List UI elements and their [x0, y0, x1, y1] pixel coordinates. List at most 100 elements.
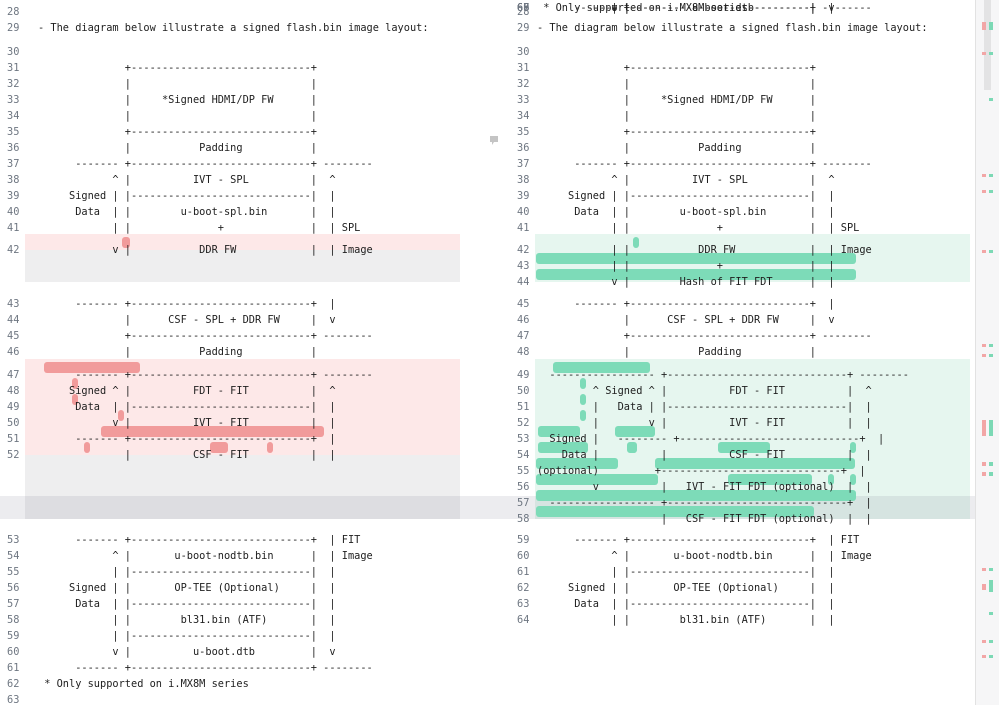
code-line[interactable]: 65 | |-----------------------------| |	[510, 0, 975, 16]
code-line[interactable]: 35 +-----------------------------+	[510, 124, 975, 140]
code-line[interactable]: 43 ------- +----------------------------…	[0, 296, 490, 312]
code-line[interactable]: 33 | *Signed HDMI/DP FW |	[510, 92, 975, 108]
code-line[interactable]: 36 | Padding |	[0, 140, 490, 156]
code-line[interactable]: 47 ------- +----------------------------…	[0, 367, 490, 383]
code-line[interactable]: 56 v | IVT - FIT FDT (optional) | |	[510, 479, 975, 495]
code-text: | Padding |	[537, 346, 816, 358]
code-line[interactable]: 40 Data | | u-boot-spl.bin | |	[510, 204, 975, 220]
code-line[interactable]: 50 v | IVT - FIT | |	[0, 415, 490, 431]
code-line[interactable]: 61 | |-----------------------------| |	[510, 564, 975, 580]
code-text: | | + | | SPL	[537, 222, 860, 234]
code-line[interactable]: 52 | CSF - FIT | |	[0, 447, 490, 463]
overview-ruler[interactable]	[975, 0, 999, 705]
code-line[interactable]: 52 | v | IVT - FIT | |	[510, 415, 975, 431]
code-line[interactable]: 33 | *Signed HDMI/DP FW |	[0, 92, 490, 108]
code-line[interactable]: 37 ------- +----------------------------…	[0, 156, 490, 172]
code-line[interactable]: 54 Data | | CSF - FIT | |	[510, 447, 975, 463]
overview-viewport-slider[interactable]	[984, 0, 991, 90]
original-file-pane[interactable]: 28 29 - The diagram below illustrate a sig…	[0, 0, 490, 705]
code-line[interactable]: 44 | CSF - SPL + DDR FW | v	[0, 312, 490, 328]
code-line[interactable]: 29 - The diagram below illustrate a signe…	[510, 20, 975, 36]
code-line[interactable]: 48 Signed ^ | FDT - FIT | ^	[0, 383, 490, 399]
code-line[interactable]: 34 | |	[510, 108, 975, 124]
code-line[interactable]: 69	[510, 0, 975, 16]
code-text: +-----------------------------+ --------	[38, 330, 373, 342]
line-number: 36	[517, 142, 530, 154]
code-line[interactable]: 46 | Padding |	[0, 344, 490, 360]
code-line[interactable]: 46 | CSF - SPL + DDR FW | v	[510, 312, 975, 328]
code-line[interactable]: 49 ----------------- +------------------…	[510, 367, 975, 383]
code-line[interactable]: 28	[0, 4, 490, 20]
code-line[interactable]: 57 ----------------- +------------------…	[510, 495, 975, 511]
code-line[interactable]: 28	[510, 4, 975, 20]
code-line[interactable]: 62 * Only supported on i.MX8M series	[0, 676, 490, 692]
code-line[interactable]: 59 ------- +----------------------------…	[510, 532, 975, 548]
code-line[interactable]: 60 v | u-boot.dtb | v	[0, 644, 490, 660]
deleted-lines-block	[25, 234, 460, 250]
overview-marker-deleted	[982, 22, 986, 30]
overview-marker-inserted	[989, 420, 993, 436]
code-text: ------- +-----------------------------+ …	[537, 534, 860, 546]
overview-marker-inserted	[989, 580, 993, 592]
code-line[interactable]: 55 (optional) +--------------------------…	[510, 463, 975, 479]
code-text: | |	[537, 110, 816, 122]
code-line[interactable]: 32 | |	[0, 76, 490, 92]
code-line[interactable]: 56 Signed | | OP-TEE (Optional) | |	[0, 580, 490, 596]
code-line[interactable]: 31 +-----------------------------+	[0, 60, 490, 76]
code-line[interactable]: 55 | |-----------------------------| |	[0, 564, 490, 580]
code-line[interactable]: 45 +-----------------------------+ -----…	[0, 328, 490, 344]
code-line[interactable]: 53 Signed | -------- +------------------…	[510, 431, 975, 447]
code-line[interactable]: 51 ------- +----------------------------…	[0, 431, 490, 447]
line-number: 28	[7, 6, 20, 18]
code-line[interactable]: 58 | CSF - FIT FDT (optional) | |	[510, 511, 975, 527]
code-line[interactable]: 68 * Only supported on i.MX8M series	[510, 0, 975, 16]
code-line[interactable]: 59 | |-----------------------------| |	[0, 628, 490, 644]
code-line[interactable]: 32 | |	[510, 76, 975, 92]
code-line[interactable]: 51 | Data | |---------------------------…	[510, 399, 975, 415]
code-line[interactable]: 62 Signed | | OP-TEE (Optional) | |	[510, 580, 975, 596]
code-line[interactable]: 63 Data | |-----------------------------…	[510, 596, 975, 612]
code-line[interactable]: 63	[0, 692, 490, 705]
code-line[interactable]: 60 ^ | u-boot-nodtb.bin | | Image	[510, 548, 975, 564]
code-line[interactable]: 61 ------- +----------------------------…	[0, 660, 490, 676]
line-number: 39	[7, 190, 20, 202]
code-line[interactable]: 47 +-----------------------------+ -----…	[510, 328, 975, 344]
code-line[interactable]: 66 v | u-boot.dtb | v	[510, 0, 975, 16]
code-line[interactable]: 49 Data | |-----------------------------…	[0, 399, 490, 415]
code-line[interactable]: 42 | | DDR FW | | Image	[510, 242, 975, 258]
code-line[interactable]: 37 ------- +----------------------------…	[510, 156, 975, 172]
code-line[interactable]: 57 Data | |-----------------------------…	[0, 596, 490, 612]
code-line[interactable]: 38 ^ | IVT - SPL | ^	[0, 172, 490, 188]
code-line[interactable]: 30	[0, 44, 490, 60]
code-line[interactable]: 36 | Padding |	[510, 140, 975, 156]
code-line[interactable]: 44 v | Hash of FIT FDT | |	[510, 274, 975, 290]
comment-icon[interactable]	[489, 135, 499, 146]
code-line[interactable]: 58 | | bl31.bin (ATF) | |	[0, 612, 490, 628]
deleted-lines-block	[25, 359, 460, 455]
code-line[interactable]: 30	[510, 44, 975, 60]
code-text: | CSF - FIT FDT (optional) | |	[537, 513, 872, 525]
code-line[interactable]: 48 | Padding |	[510, 344, 975, 360]
code-line[interactable]: 41 | | + | | SPL	[510, 220, 975, 236]
code-line[interactable]: 43 | | + | |	[510, 258, 975, 274]
code-line[interactable]: 64 | | bl31.bin (ATF) | |	[510, 612, 975, 628]
code-line[interactable]: 34 | |	[0, 108, 490, 124]
code-text: +-----------------------------+ --------	[537, 330, 872, 342]
code-line[interactable]: 31 +-----------------------------+	[510, 60, 975, 76]
code-line[interactable]: 54 ^ | u-boot-nodtb.bin | | Image	[0, 548, 490, 564]
code-text: v | u-boot.dtb | v	[38, 646, 336, 658]
code-line[interactable]: 45 ------- +----------------------------…	[510, 296, 975, 312]
code-line[interactable]: 41 | | + | | SPL	[0, 220, 490, 236]
code-line[interactable]: 50 ^ Signed ^ | FDT - FIT | ^	[510, 383, 975, 399]
code-line[interactable]: 40 Data | | u-boot-spl.bin | |	[0, 204, 490, 220]
code-line[interactable]: 53 ------- +----------------------------…	[0, 532, 490, 548]
code-line[interactable]: 35 +-----------------------------+	[0, 124, 490, 140]
code-line[interactable]: 38 ^ | IVT - SPL | ^	[510, 172, 975, 188]
code-line[interactable]: 29 - The diagram below illustrate a signe…	[0, 20, 490, 36]
code-line[interactable]: 39 Signed | |---------------------------…	[0, 188, 490, 204]
code-line[interactable]: 67 ------- +----------------------------…	[510, 0, 975, 16]
overview-marker-inserted	[989, 568, 993, 571]
code-line[interactable]: 42 v | DDR FW | | Image	[0, 242, 490, 258]
modified-file-pane[interactable]: 28 29 - The diagram below illustrate a sig…	[510, 0, 975, 705]
code-line[interactable]: 39 Signed | |---------------------------…	[510, 188, 975, 204]
